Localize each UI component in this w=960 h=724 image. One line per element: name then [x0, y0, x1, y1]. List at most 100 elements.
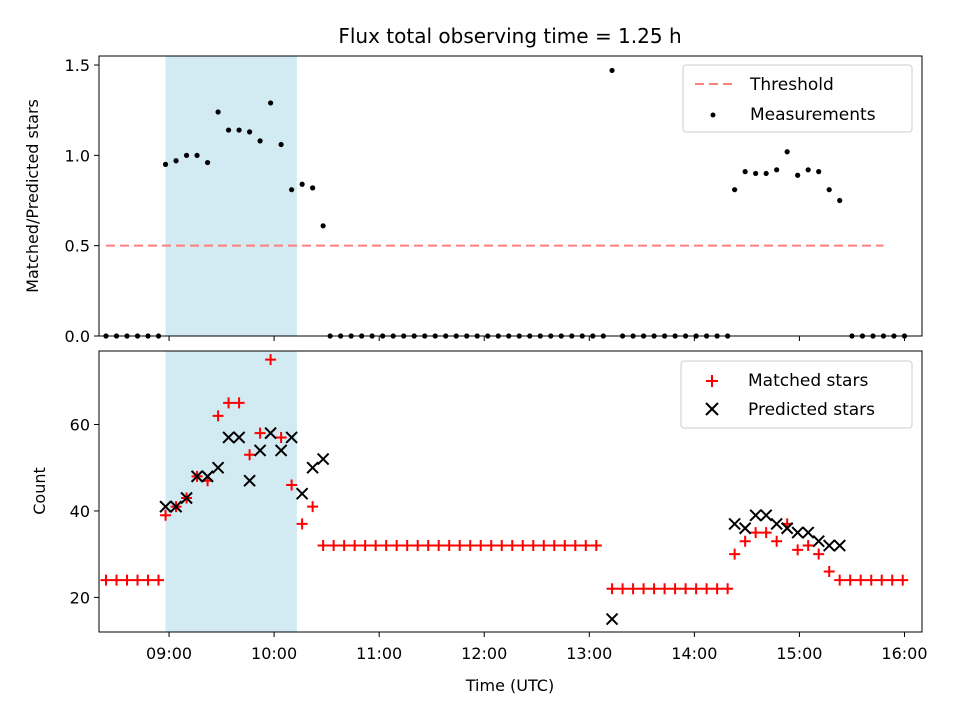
top-panel: 0.0 0.5 1.0 1.5 Flux total observing time =… [23, 24, 923, 346]
matched-stars-point [254, 427, 266, 439]
matched-stars-point [433, 540, 445, 552]
matched-stars-point [307, 501, 319, 513]
x-tick-label: 16:00 [881, 644, 927, 663]
matched-stars-point [813, 548, 825, 560]
matched-stars-point [517, 540, 529, 552]
matched-stars-point [834, 574, 846, 586]
matched-stars-point [275, 431, 287, 443]
matched-stars-point [711, 583, 723, 595]
matched-stars-point [823, 565, 835, 577]
matched-stars-point [506, 540, 518, 552]
observing-window-shade-bottom [165, 351, 297, 632]
matched-stars-point [648, 583, 660, 595]
matched-stars-point [349, 540, 361, 552]
bottom-y-tick-label: 60 [70, 415, 90, 434]
measurements-point [257, 138, 263, 144]
top-legend-box [682, 64, 913, 133]
bottom-y-tick-label: 20 [70, 588, 90, 607]
top-y-tick-label: 1.0 [65, 146, 90, 165]
matched-stars-point [760, 527, 772, 539]
measurements-point [236, 127, 242, 133]
predicted-stars-point [605, 612, 619, 626]
measurements-point [732, 187, 738, 193]
measurements-point [299, 181, 305, 187]
predicted-stars-point [190, 470, 204, 483]
matched-stars-point [359, 540, 371, 552]
predicted-stars-point [243, 474, 256, 487]
matched-stars-point [855, 574, 867, 586]
matched-stars-legend-label: Matched stars [748, 371, 868, 391]
matched-stars-point [111, 574, 123, 586]
predicted-stars-point [253, 444, 267, 457]
measurements-point [753, 170, 759, 177]
matched-stars-point [100, 574, 112, 586]
chart-title: Flux total observing time = 1.25 h [338, 24, 681, 48]
measurements-point [246, 129, 253, 135]
measurements-point [609, 67, 615, 74]
matched-stars-point [865, 574, 877, 586]
matched-stars-point [617, 583, 629, 595]
matched-stars-point [454, 540, 466, 552]
matched-stars-point [527, 540, 539, 552]
predicted-stars-point [232, 431, 246, 444]
matched-stars-point [690, 583, 702, 595]
predicted-stars-point [812, 535, 825, 548]
predicted-stars-point [749, 509, 762, 522]
top-y-tick-label: 0.0 [65, 327, 90, 346]
matched-stars-point [496, 540, 508, 552]
predicted-stars-point [264, 426, 277, 440]
measurements-point [763, 170, 769, 177]
matched-stars-legend-marker [706, 375, 718, 387]
matched-stars-point [296, 518, 308, 530]
matched-stars-point [464, 540, 476, 552]
measurements-point [183, 152, 190, 158]
x-tick-label: 11:00 [356, 644, 402, 663]
predicted-stars-point [728, 517, 741, 531]
matched-stars-point [844, 574, 856, 586]
predicted-stars-point [791, 526, 804, 539]
matched-stars-point [548, 540, 560, 552]
matched-stars-point [792, 544, 804, 556]
matched-stars-point [142, 574, 154, 586]
top-y-tick-label: 0.5 [65, 237, 90, 256]
matched-stars-point [729, 548, 741, 560]
predicted-stars-point [222, 431, 235, 444]
measurements-point [268, 100, 274, 106]
x-tick-label: 10:00 [251, 644, 297, 663]
matched-stars-point [680, 583, 692, 595]
measurements-point [837, 197, 843, 204]
x-tick-label: 14:00 [671, 644, 717, 663]
bottom-plot-frame [98, 350, 923, 633]
matched-stars-point [153, 574, 165, 586]
measurements-point [816, 169, 822, 175]
matched-stars-point [265, 354, 277, 366]
predicted-stars-legend-marker [705, 402, 719, 416]
threshold-legend-label: Threshold [749, 75, 834, 95]
predicted-stars-point [201, 470, 214, 483]
matched-stars-point [638, 583, 650, 595]
top-legend: Threshold Measurements [682, 64, 913, 133]
measurements-legend-marker [710, 112, 716, 118]
matched-stars-point [569, 540, 581, 552]
matched-stars-point [121, 574, 133, 586]
matched-stars-point [580, 540, 592, 552]
matched-stars-point [212, 410, 224, 422]
top-y-axis-label: Matched/Predicted stars [23, 99, 42, 293]
matched-stars-point [606, 583, 618, 595]
bottom-y-axis-label: Count [30, 467, 49, 515]
measurements-point [742, 169, 748, 175]
predicted-stars-point [770, 517, 783, 531]
matched-stars-point [317, 540, 329, 552]
predicted-stars-point [295, 487, 309, 500]
measurements-point [204, 159, 211, 166]
predicted-stars-point [780, 522, 794, 535]
matched-stars-point [475, 540, 487, 552]
matched-stars-point [443, 540, 455, 552]
bottom-legend: Matched stars Predicted stars [680, 360, 913, 429]
matched-stars-point [771, 535, 783, 547]
measurements-point [225, 127, 232, 133]
matched-stars-point [627, 583, 639, 595]
matched-stars-point [802, 540, 814, 552]
matched-stars-point [380, 540, 392, 552]
